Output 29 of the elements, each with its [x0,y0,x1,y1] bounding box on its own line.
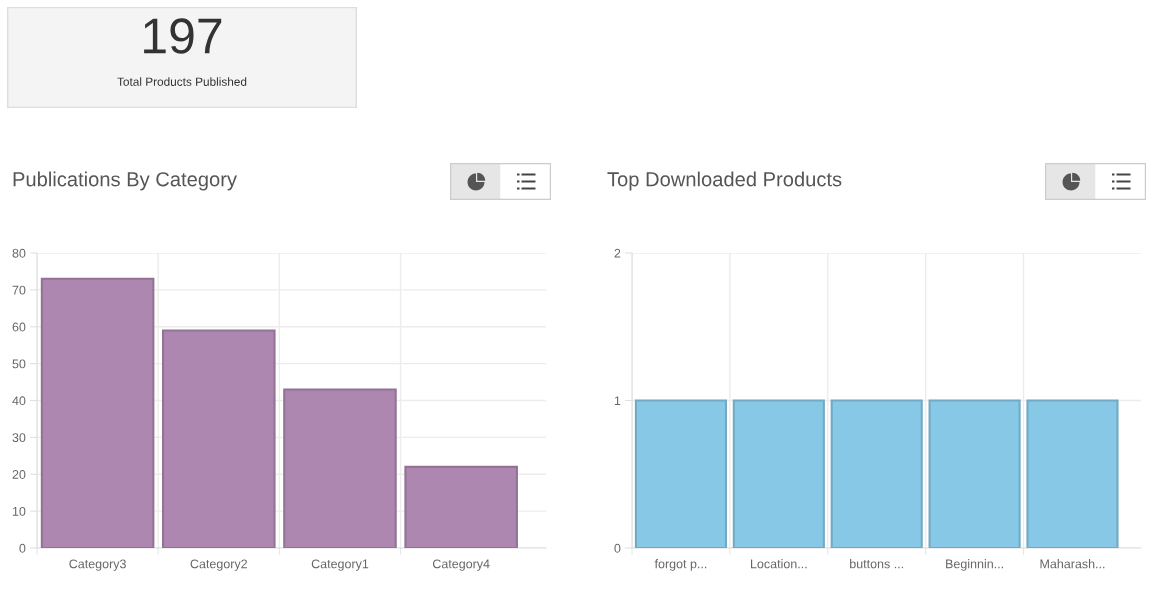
x-tick-label: forgot p... [654,559,707,571]
text: 197 [144,18,222,54]
y-tick-label: 20 [12,470,26,479]
y-tick-label: 10 [12,506,26,516]
x-tick-label: Category1 [311,559,369,571]
x-tick-label: Category2 [190,559,247,571]
y-tick-label: 0 [19,543,26,553]
y-tick-label: 80 [12,248,26,258]
y-tick-label: 50 [12,359,26,369]
y-tick-label: 0 [614,543,621,553]
bar [40,277,155,548]
y-tick-label: 2 [614,248,621,258]
chart-title: Top Downloaded Products [607,171,842,191]
text: Total Products Published [117,77,247,86]
chart-title: Publications By Category [13,171,237,191]
x-tick-label: Maharash... [1040,559,1105,569]
y-tick-label: 1 [614,396,621,406]
y-tick-label: 40 [12,396,26,406]
x-tick-label: buttons ... [850,559,904,569]
bar [162,329,276,548]
y-tick-label: 30 [12,433,26,443]
x-tick-label: Beginnin... [946,559,1003,571]
x-tick-label: Category3 [69,559,126,571]
bar [404,465,518,548]
x-tick-label: Category4 [432,559,490,571]
bar [283,388,397,548]
y-tick-label: 70 [12,285,26,295]
x-tick-label: Location... [751,559,807,569]
y-tick-label: 60 [12,322,26,332]
